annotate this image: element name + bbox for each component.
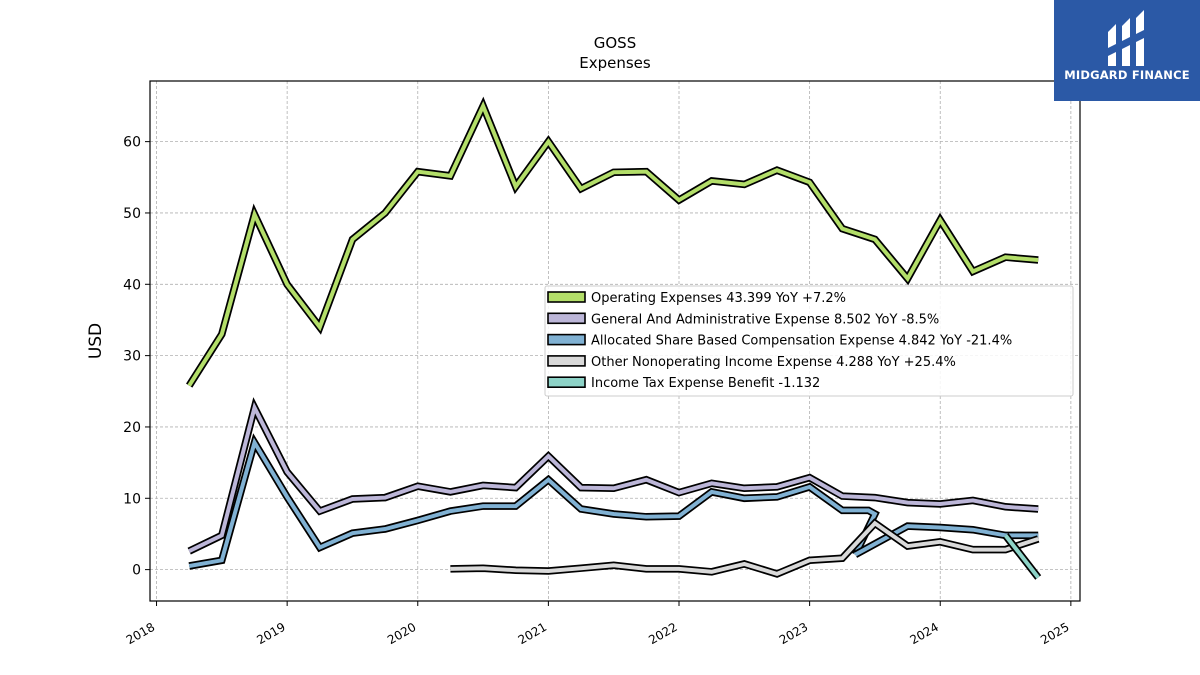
brand-logo: MIDGARD FINANCE bbox=[1054, 0, 1200, 101]
y-tick-label: 20 bbox=[123, 420, 141, 436]
legend-swatch bbox=[547, 355, 586, 367]
legend-entry: Income Tax Expense Benefit -1.132 bbox=[591, 376, 820, 391]
series-line-operating-expenses bbox=[187, 100, 1039, 387]
plot-frame bbox=[149, 80, 1081, 602]
logo-mark-icon bbox=[1108, 10, 1144, 66]
y-tick-label: 30 bbox=[123, 349, 141, 365]
legend-entry: General And Administrative Expense 8.502… bbox=[591, 312, 939, 327]
x-tick-label: 2018 bbox=[124, 620, 157, 647]
series-line-allocated-share-based-compensation-expense bbox=[188, 437, 878, 568]
x-tick-label: 2023 bbox=[777, 620, 810, 647]
legend-entry: Other Nonoperating Income Expense 4.288 … bbox=[591, 355, 956, 370]
legend-swatch bbox=[547, 312, 586, 325]
chart-title: GOSS bbox=[594, 34, 636, 52]
series-line-allocated-share-based-compensation-expense bbox=[854, 524, 1039, 557]
x-tick-label: 2025 bbox=[1038, 620, 1071, 647]
x-tick-label: 2022 bbox=[646, 620, 679, 647]
chart-subtitle: Expenses bbox=[579, 54, 651, 72]
series-line-other-nonoperating-income-expense bbox=[450, 520, 1039, 577]
series-line-general-and-administrative-expense bbox=[188, 402, 1039, 553]
y-tick-label: 50 bbox=[123, 206, 141, 222]
y-tick-label: 10 bbox=[123, 491, 141, 507]
x-tick-label: 2021 bbox=[516, 620, 549, 647]
legend-swatch bbox=[547, 376, 586, 389]
series-line-income-tax-expense-benefit bbox=[1003, 534, 1040, 579]
legend-swatch bbox=[547, 291, 586, 303]
legend-entry: Operating Expenses 43.399 YoY +7.2% bbox=[591, 291, 846, 306]
x-tick-label: 2020 bbox=[385, 620, 418, 647]
legend-swatch bbox=[547, 333, 586, 346]
y-tick-label: 40 bbox=[123, 277, 141, 293]
y-tick-label: 60 bbox=[123, 135, 141, 151]
series-layer bbox=[186, 96, 1042, 580]
legend: Operating Expenses 43.399 YoY +7.2% Gener… bbox=[544, 285, 1074, 397]
x-tick-label: 2019 bbox=[254, 620, 287, 647]
y-axis-label: USD bbox=[86, 323, 106, 359]
legend-entry: Allocated Share Based Compensation Expen… bbox=[591, 334, 1012, 349]
x-tick-label: 2024 bbox=[908, 620, 941, 647]
y-tick-label: 0 bbox=[132, 563, 141, 579]
logo-text: MIDGARD FINANCE bbox=[1064, 68, 1190, 82]
legend-box bbox=[544, 285, 1074, 397]
